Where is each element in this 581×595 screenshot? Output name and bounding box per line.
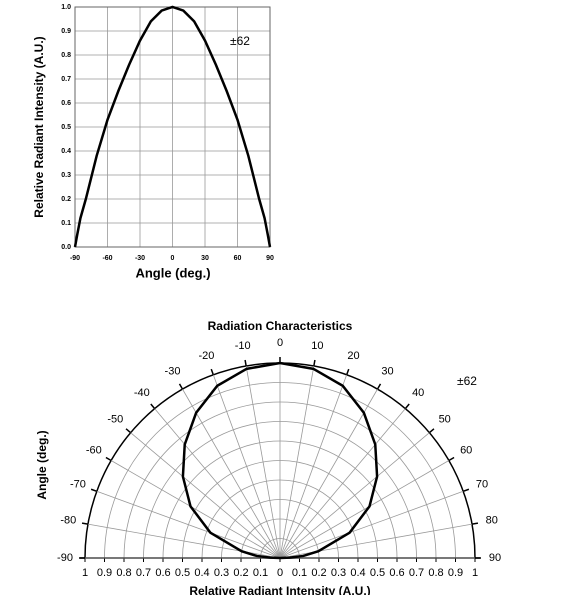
- theta-tick-label: -80: [60, 515, 76, 527]
- annotation: ±62: [457, 374, 477, 388]
- y-tick-label: 0.0: [61, 244, 71, 251]
- theta-tick: [428, 428, 435, 434]
- y-tick-label: 0.9: [61, 28, 71, 35]
- r-tick-label: 0.7: [409, 567, 424, 579]
- r-tick-label: 0.3: [214, 567, 229, 579]
- x-tick-label: 60: [234, 255, 242, 262]
- theta-tick: [376, 383, 382, 390]
- y-tick-label: 0.4: [61, 148, 71, 155]
- r-tick-label: 0.2: [311, 567, 326, 579]
- spoke: [130, 432, 281, 559]
- theta-tick-label: 0: [277, 337, 283, 349]
- r-tick-label: 0.5: [370, 567, 385, 579]
- theta-tick-label: -40: [134, 387, 150, 399]
- curve: [73, 5, 272, 248]
- theta-tick: [471, 522, 479, 525]
- y-tick-label: 0.6: [61, 100, 71, 107]
- spoke: [279, 408, 406, 559]
- theta-tick-label: 70: [476, 478, 488, 490]
- theta-tick: [210, 368, 215, 376]
- theta-tick-label: 40: [412, 387, 424, 399]
- spoke: [279, 490, 464, 559]
- spoke: [279, 432, 430, 559]
- r-tick-label: 0.9: [448, 567, 463, 579]
- spoke: [212, 374, 281, 559]
- r-tick-label: 0.4: [350, 567, 365, 579]
- theta-tick-label: -30: [165, 366, 181, 378]
- chart-title: Radiation Characteristics: [208, 319, 353, 333]
- spoke: [110, 460, 281, 559]
- x-axis-label: Relative Radiant Intensity (A.U.): [189, 584, 370, 595]
- r-tick-label: 0.2: [233, 567, 248, 579]
- y-axis-label: Angle (deg.): [35, 430, 49, 499]
- theta-tick: [125, 428, 132, 434]
- theta-tick-label: 50: [439, 414, 451, 426]
- spoke: [279, 374, 348, 559]
- r-tick-label: 0: [277, 567, 283, 579]
- spoke: [96, 490, 281, 559]
- theta-tick: [81, 522, 89, 525]
- x-tick-label: -90: [70, 255, 80, 262]
- r-tick-label: 1: [472, 567, 478, 579]
- r-tick-label: 0.4: [194, 567, 209, 579]
- r-tick-label: 0.6: [389, 567, 404, 579]
- spoke: [279, 388, 378, 559]
- theta-tick: [404, 403, 410, 410]
- theta-tick-label: -50: [107, 414, 123, 426]
- theta-tick-label: -10: [235, 340, 251, 352]
- theta-tick-label: -90: [57, 552, 73, 564]
- theta-tick: [462, 488, 470, 493]
- theta-tick: [105, 456, 112, 462]
- x-tick-label: -60: [102, 255, 112, 262]
- r-tick-label: 0.1: [292, 567, 307, 579]
- annotation: ±62: [230, 34, 250, 48]
- theta-tick-label: 80: [486, 515, 498, 527]
- y-tick-label: 0.1: [61, 220, 71, 227]
- theta-tick-label: -20: [199, 350, 215, 362]
- theta-tick-label: 90: [489, 552, 501, 564]
- spoke: [154, 408, 281, 559]
- r-tick-label: 0.1: [253, 567, 268, 579]
- spoke: [182, 388, 281, 559]
- x-axis-label: Angle (deg.): [135, 265, 210, 280]
- y-tick-label: 0.8: [61, 52, 71, 59]
- y-tick-label: 0.5: [61, 124, 71, 131]
- x-tick-label: -30: [135, 255, 145, 262]
- theta-tick-label: 30: [381, 366, 393, 378]
- y-tick-label: 0.2: [61, 196, 71, 203]
- x-tick-label: 30: [201, 255, 209, 262]
- curve: [181, 361, 379, 560]
- r-tick-label: 0.5: [175, 567, 190, 579]
- x-tick-label: 90: [266, 255, 274, 262]
- r-tick-label: 0.8: [428, 567, 443, 579]
- spoke: [279, 365, 315, 559]
- x-tick-label: 0: [171, 255, 175, 262]
- theta-tick: [150, 403, 156, 410]
- spoke: [279, 460, 450, 559]
- spoke: [245, 365, 281, 559]
- y-tick-label: 0.7: [61, 76, 71, 83]
- r-tick-label: 0.9: [97, 567, 112, 579]
- theta-tick-label: 60: [460, 444, 472, 456]
- theta-tick-label: 20: [347, 350, 359, 362]
- r-tick-label: 0.6: [155, 567, 170, 579]
- r-tick-label: 1: [82, 567, 88, 579]
- theta-tick-label: -70: [70, 478, 86, 490]
- theta-tick: [448, 456, 455, 462]
- r-tick-label: 0.3: [331, 567, 346, 579]
- theta-tick: [90, 488, 98, 493]
- r-tick-label: 0.8: [116, 567, 131, 579]
- theta-tick: [313, 359, 316, 367]
- y-axis-label: Relative Radiant Intensity (A.U.): [32, 36, 46, 217]
- theta-tick: [345, 368, 350, 376]
- theta-tick-label: -60: [86, 444, 102, 456]
- y-tick-label: 1.0: [61, 4, 71, 11]
- r-tick-label: 0.7: [136, 567, 151, 579]
- theta-tick: [244, 359, 247, 367]
- theta-tick: [178, 383, 184, 390]
- y-tick-label: 0.3: [61, 172, 71, 179]
- theta-tick-label: 10: [311, 340, 323, 352]
